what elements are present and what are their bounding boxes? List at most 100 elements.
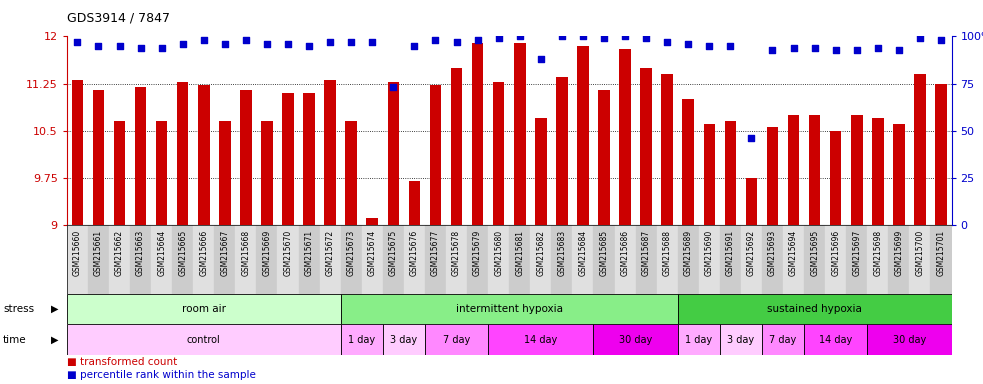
- Bar: [741, 225, 762, 294]
- Point: [785, 45, 801, 51]
- Text: GSM215662: GSM215662: [115, 230, 124, 276]
- Point: [365, 39, 380, 45]
- Bar: [345, 121, 357, 225]
- Bar: [214, 225, 235, 294]
- Bar: [109, 225, 130, 294]
- Point: [301, 43, 317, 49]
- Bar: [535, 118, 547, 225]
- Text: GSM215688: GSM215688: [663, 230, 671, 276]
- Point: [912, 35, 928, 41]
- Bar: [894, 124, 904, 225]
- Text: GSM215674: GSM215674: [368, 230, 376, 276]
- Text: 14 day: 14 day: [819, 335, 852, 345]
- Bar: [382, 324, 425, 355]
- Bar: [156, 121, 167, 225]
- Bar: [257, 225, 277, 294]
- Text: sustained hypoxia: sustained hypoxia: [767, 304, 862, 314]
- Text: GSM215699: GSM215699: [895, 230, 903, 276]
- Point: [575, 33, 591, 40]
- Point: [112, 43, 128, 49]
- Point: [870, 45, 886, 51]
- Bar: [677, 324, 720, 355]
- Text: GSM215672: GSM215672: [325, 230, 334, 276]
- Text: GDS3914 / 7847: GDS3914 / 7847: [67, 12, 170, 25]
- Text: GSM215701: GSM215701: [937, 230, 946, 276]
- Text: GSM215685: GSM215685: [600, 230, 608, 276]
- Bar: [809, 115, 821, 225]
- Bar: [341, 225, 362, 294]
- Bar: [67, 294, 341, 324]
- Bar: [114, 121, 125, 225]
- Point: [807, 45, 823, 51]
- Bar: [430, 85, 441, 225]
- Bar: [872, 118, 884, 225]
- Point: [196, 37, 211, 43]
- Point: [533, 56, 549, 62]
- Bar: [489, 225, 509, 294]
- Text: GSM215687: GSM215687: [642, 230, 651, 276]
- Bar: [282, 93, 294, 225]
- Point: [702, 43, 718, 49]
- Bar: [762, 225, 783, 294]
- Point: [638, 35, 654, 41]
- Text: GSM215677: GSM215677: [431, 230, 440, 276]
- Bar: [572, 225, 594, 294]
- Bar: [451, 68, 462, 225]
- Point: [891, 46, 906, 53]
- Text: GSM215675: GSM215675: [389, 230, 398, 276]
- Bar: [746, 178, 757, 225]
- Text: room air: room air: [182, 304, 226, 314]
- Point: [153, 45, 169, 51]
- Bar: [662, 74, 673, 225]
- Text: GSM215696: GSM215696: [832, 230, 840, 276]
- Point: [448, 39, 464, 45]
- Bar: [130, 225, 151, 294]
- Bar: [636, 225, 657, 294]
- Point: [723, 43, 738, 49]
- Point: [828, 46, 843, 53]
- Bar: [914, 74, 926, 225]
- Bar: [324, 80, 336, 225]
- Text: GSM215667: GSM215667: [220, 230, 229, 276]
- Text: stress: stress: [3, 304, 34, 314]
- Point: [660, 39, 675, 45]
- Text: intermittent hypoxia: intermittent hypoxia: [456, 304, 562, 314]
- Bar: [341, 294, 677, 324]
- Text: GSM215683: GSM215683: [557, 230, 566, 276]
- Bar: [846, 225, 867, 294]
- Bar: [909, 225, 931, 294]
- Bar: [677, 294, 952, 324]
- Point: [385, 84, 401, 90]
- Bar: [783, 225, 804, 294]
- Bar: [425, 324, 489, 355]
- Point: [470, 37, 486, 43]
- Text: GSM215680: GSM215680: [494, 230, 503, 276]
- Bar: [825, 225, 846, 294]
- Text: GSM215682: GSM215682: [537, 230, 546, 276]
- Point: [428, 37, 443, 43]
- Text: 14 day: 14 day: [524, 335, 557, 345]
- Text: GSM215691: GSM215691: [725, 230, 735, 276]
- Bar: [804, 324, 867, 355]
- Text: GSM215684: GSM215684: [578, 230, 588, 276]
- Point: [280, 41, 296, 47]
- Bar: [87, 225, 109, 294]
- Bar: [867, 225, 889, 294]
- Text: GSM215661: GSM215661: [94, 230, 103, 276]
- Text: 1 day: 1 day: [685, 335, 713, 345]
- Bar: [767, 127, 779, 225]
- Bar: [724, 121, 736, 225]
- Bar: [804, 225, 825, 294]
- Text: GSM215668: GSM215668: [242, 230, 251, 276]
- Text: GSM215671: GSM215671: [305, 230, 314, 276]
- Point: [133, 45, 148, 51]
- Point: [238, 37, 254, 43]
- Point: [512, 33, 528, 40]
- Bar: [319, 225, 341, 294]
- Text: GSM215697: GSM215697: [852, 230, 861, 276]
- Bar: [492, 82, 504, 225]
- Bar: [577, 46, 589, 225]
- Text: GSM215670: GSM215670: [283, 230, 293, 276]
- Text: GSM215686: GSM215686: [620, 230, 629, 276]
- Bar: [194, 225, 214, 294]
